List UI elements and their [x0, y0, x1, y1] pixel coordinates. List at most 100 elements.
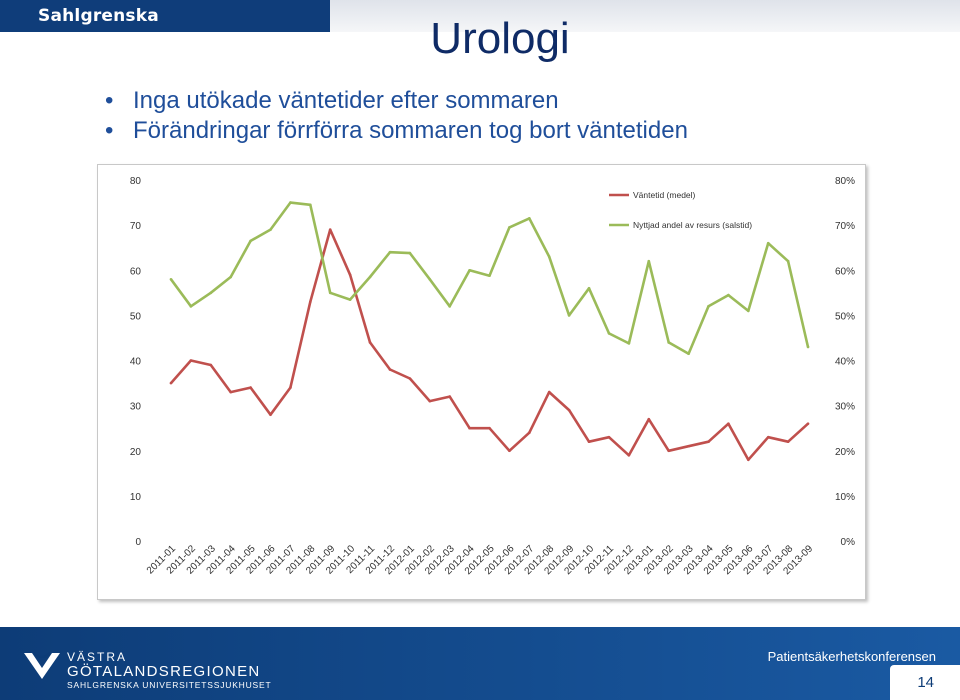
data-point [747, 309, 750, 313]
data-point [209, 363, 213, 367]
data-point [786, 259, 790, 263]
data-point [806, 345, 810, 349]
y-right-tick-label: 50% [835, 311, 855, 322]
data-point [269, 228, 272, 231]
organization-name: VÄSTRA GÖTALANDSREGIONEN SAHLGRENSKA UNI… [67, 651, 271, 691]
data-point [727, 422, 730, 425]
y-right-tick-label: 30% [835, 402, 855, 413]
data-point [249, 386, 252, 389]
data-point [169, 277, 173, 281]
series-points-1 [169, 228, 810, 462]
data-point [488, 426, 491, 430]
y-right-tick-label: 20% [835, 447, 855, 458]
y-right-tick-label: 70% [835, 221, 855, 232]
footer-bar: VÄSTRA GÖTALANDSREGIONEN SAHLGRENSKA UNI… [0, 627, 960, 700]
data-point [328, 228, 332, 231]
data-point [667, 341, 670, 344]
data-point [806, 422, 810, 425]
data-point [707, 440, 710, 444]
data-point [289, 201, 292, 204]
org-line-3: SAHLGRENSKA UNIVERSITETSSJUKHUSET [67, 680, 272, 690]
conference-name: Patientsäkerhetskonferensen [767, 649, 936, 664]
legend-label: Nyttjad andel av resurs (salstid) [633, 220, 752, 230]
data-point [249, 239, 252, 243]
legend-label: Väntetid (medel) [633, 190, 696, 200]
data-point [627, 453, 631, 457]
data-point [388, 368, 392, 371]
data-point [547, 255, 551, 259]
y-right-tick-label: 40% [835, 357, 855, 368]
data-point [547, 390, 551, 394]
data-point [687, 352, 690, 356]
data-point [627, 342, 631, 345]
top-header-bar: Sahlgrenska Universitetssjukhuset [0, 0, 960, 58]
data-point [587, 440, 591, 444]
data-point [707, 305, 710, 308]
region-logo-icon [24, 652, 60, 679]
data-point [189, 359, 193, 362]
bullet-text: Inga utökade väntetider efter sommaren [133, 87, 559, 114]
data-point [528, 431, 531, 435]
data-point [727, 293, 730, 297]
data-point [766, 241, 770, 245]
bullet-dot-icon: • [105, 117, 114, 144]
y-left-tick-label: 80 [130, 176, 142, 187]
data-point [687, 444, 690, 448]
data-point [468, 426, 471, 430]
data-point [368, 341, 372, 344]
page-number: 14 [917, 674, 934, 691]
data-point [647, 417, 651, 421]
data-point [309, 300, 312, 304]
y-left-tick-label: 60 [130, 266, 142, 277]
data-point [229, 390, 232, 394]
data-point [567, 314, 571, 317]
data-point [428, 399, 432, 403]
chart-frame: 0 10 20 30 40 50 60 70 80 0% 10% 20% 30% 40% 50% 60% 70%… [97, 164, 866, 600]
y-left-tick-label: 50 [130, 311, 142, 322]
data-point [647, 259, 651, 263]
org-line-2: GÖTALANDSREGIONEN [67, 663, 261, 680]
data-point [747, 458, 750, 462]
bullet-dot-icon: • [105, 87, 114, 114]
org-line-1: VÄSTRA [67, 650, 128, 664]
data-point [488, 274, 491, 277]
bullet-text: Förändringar förrförra sommaren tog bort… [133, 117, 688, 144]
y-right-tick-label: 80% [835, 176, 855, 187]
bullet-item: • Förändringar förrförra sommaren tog bor… [105, 116, 688, 146]
hospital-brand-label: Sahlgrenska Universitetssjukhuset [0, 0, 330, 58]
data-point [229, 275, 232, 279]
y-right-tick-label: 60% [835, 266, 855, 277]
y-left-tick-label: 30 [130, 402, 142, 413]
data-point [607, 435, 611, 439]
data-point [189, 305, 193, 308]
data-point [587, 287, 591, 290]
data-point [348, 273, 352, 277]
bullet-list: • Inga utökade väntetider efter sommaren … [105, 86, 688, 146]
y-left-tick-label: 40 [130, 357, 142, 368]
data-point [408, 251, 412, 255]
data-point [508, 449, 511, 453]
y-right-tick-label: 10% [835, 492, 855, 503]
data-point [328, 291, 332, 295]
data-point [766, 435, 770, 439]
data-point [428, 277, 432, 281]
line-chart: 0 10 20 30 40 50 60 70 80 0% 10% 20% 30% 40% 50% 60% 70%… [130, 176, 856, 577]
series-points-2 [169, 201, 810, 356]
series-line-1 [170, 228, 809, 462]
data-point [667, 449, 670, 453]
data-point [607, 332, 611, 335]
data-point [388, 250, 392, 254]
data-point [508, 226, 511, 229]
data-point [448, 395, 451, 398]
data-point [289, 386, 292, 389]
data-point [269, 413, 272, 416]
page-number-tab [890, 665, 960, 700]
slide-title: Urologi [430, 14, 570, 63]
data-point [448, 305, 451, 308]
data-point [169, 381, 173, 385]
y-right-tick-label: 0% [841, 537, 856, 548]
data-point [468, 268, 471, 272]
y-left-tick-label: 70 [130, 221, 142, 232]
data-point [348, 298, 352, 301]
data-point [786, 440, 790, 444]
